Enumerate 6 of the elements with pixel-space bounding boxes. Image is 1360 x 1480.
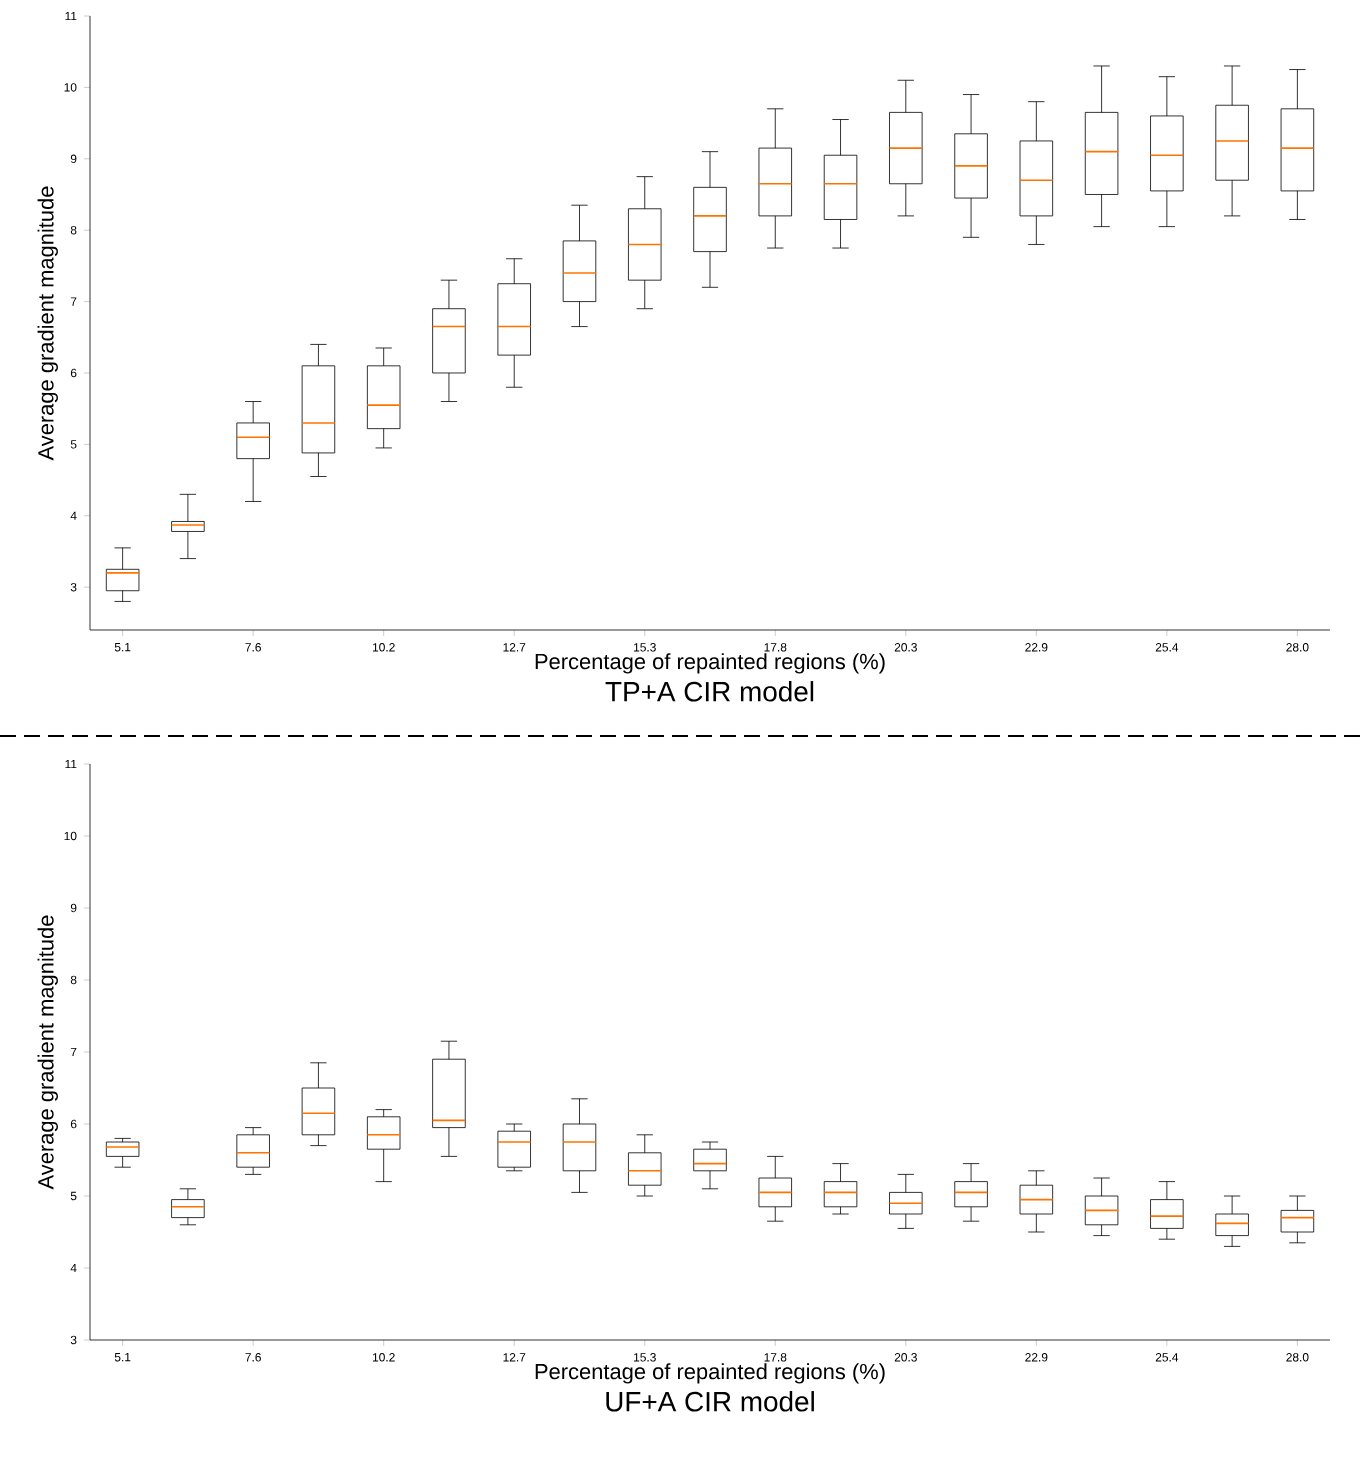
y-axis-title: Average gradient magnitude (37, 915, 58, 1190)
x-axis-title: Percentage of repainted regions (%) (535, 653, 885, 674)
text: UF+A CIR model (606, 1391, 814, 1412)
y-axis-title: Average gradient magnitude (37, 186, 58, 461)
text: TP+A CIR model (605, 681, 814, 702)
x-axis-title: Percentage of repainted regions (%) (535, 1363, 885, 1384)
